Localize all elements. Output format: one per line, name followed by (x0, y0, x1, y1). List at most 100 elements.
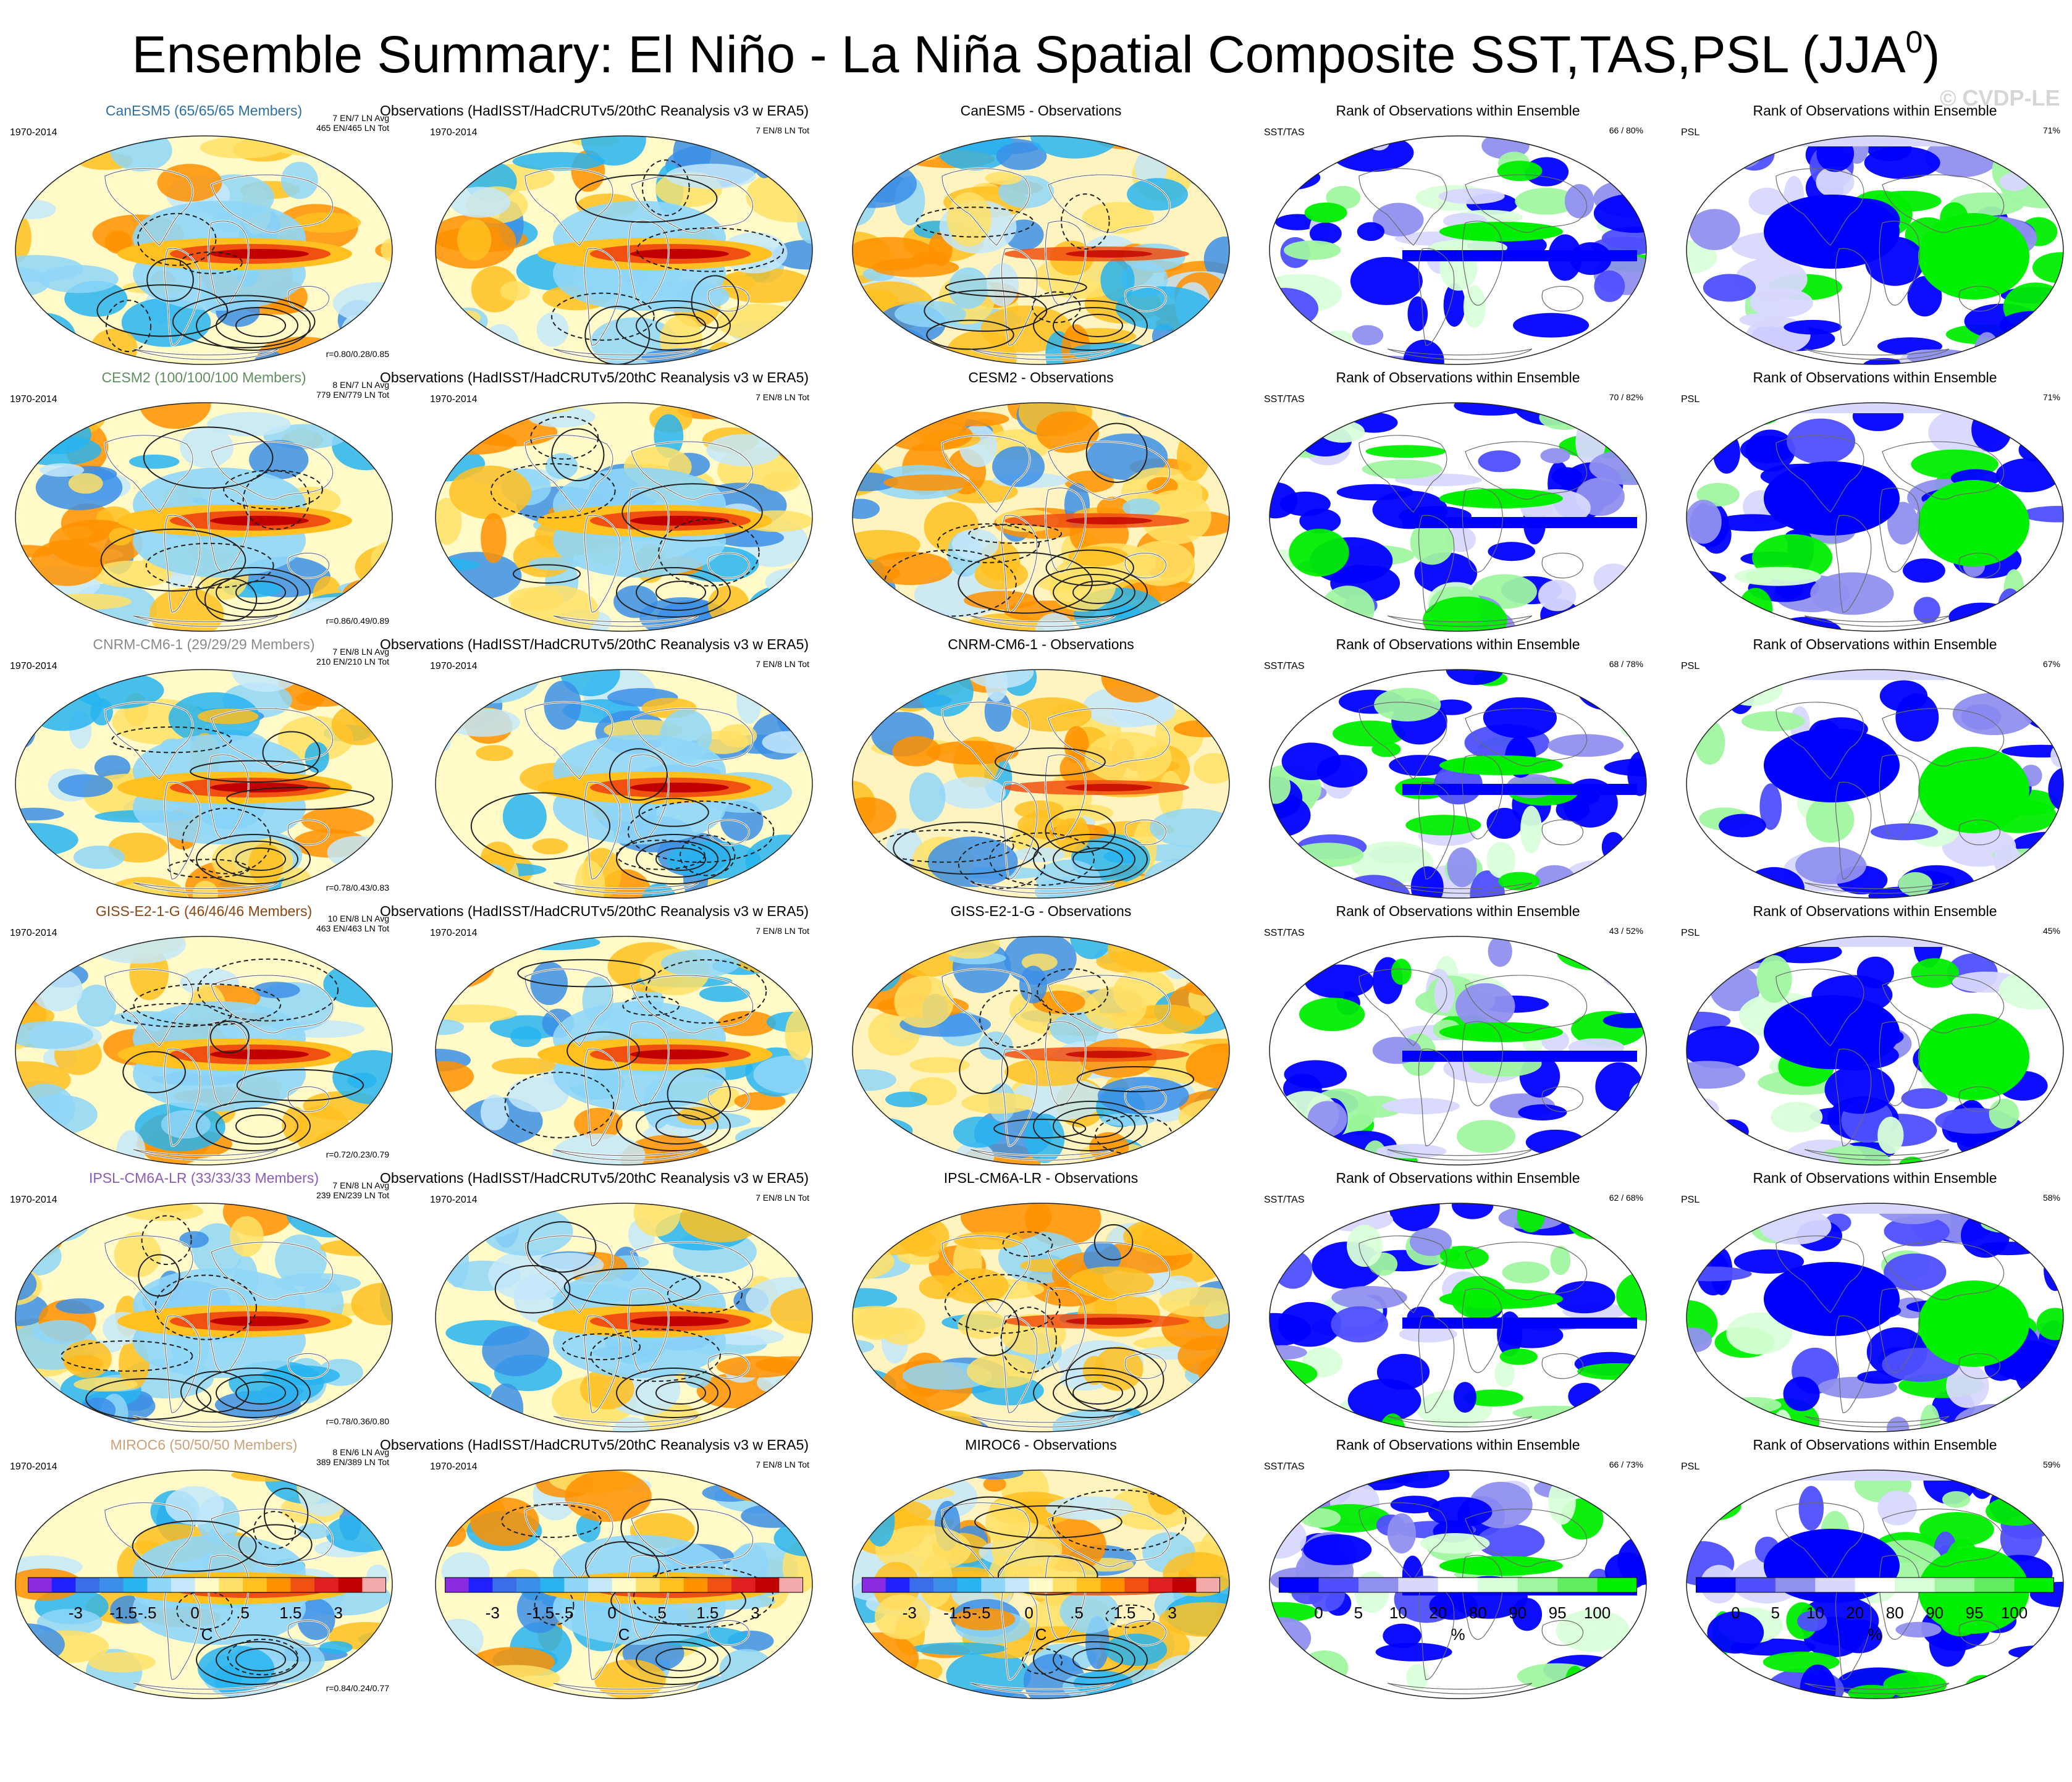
temp-swatch-11 (707, 1578, 732, 1592)
observations-map (435, 669, 813, 899)
member-tot: 463 EN/463 LN Tot (316, 923, 389, 933)
rank-tick: 90 (1509, 1603, 1527, 1622)
rank-tick: 20 (1846, 1603, 1864, 1622)
temp-swatch-8 (219, 1578, 243, 1592)
rank-tick: 20 (1429, 1603, 1447, 1622)
rank-swatch-6 (1517, 1578, 1558, 1592)
temp-swatch-11 (1124, 1578, 1149, 1592)
member-tot: 389 EN/389 LN Tot (316, 1457, 389, 1467)
rank-title: Rank of Observations within Ensemble (1753, 369, 1997, 385)
rank-sst-panel: Rank of Observations within Ensemble SST/… (1254, 902, 1662, 1168)
rank-psl-label: PSL (1681, 1461, 1700, 1472)
temp-swatch-2 (492, 1578, 517, 1592)
observations-panel: Observations (HadISST/HadCRUTv5/20thC Re… (380, 1436, 828, 1702)
rank-sst-value: 62 / 68% (1609, 1193, 1643, 1203)
rank-tick: 80 (1468, 1603, 1487, 1622)
temp-swatch-3 (516, 1578, 541, 1592)
temp-swatch-13 (755, 1578, 780, 1592)
difference-panel: CanESM5 - Observations (837, 102, 1245, 368)
member-avg: 8 EN/7 LN Avg (332, 380, 389, 390)
member-avg: 10 EN/8 LN Avg (327, 914, 389, 923)
temp-swatch-6 (171, 1578, 196, 1592)
rank-colorbar: 0 5 10 20 80 90 95 100% (1696, 1575, 2054, 1655)
member-tot: 239 EN/239 LN Tot (316, 1190, 389, 1200)
rank-psl-map (1686, 669, 2064, 899)
rank-title: Rank of Observations within Ensemble (1336, 1437, 1580, 1453)
member-avg: 7 EN/8 LN Avg (332, 647, 389, 657)
rank-swatch-7 (1974, 1578, 2015, 1592)
rank-tick: 5 (1771, 1603, 1780, 1622)
temp-swatch-0 (862, 1578, 886, 1592)
temp-swatch-4 (123, 1578, 148, 1592)
temp-colorbar-ticks: -3 -1.5 -.5 0 .5 1.5 3 (28, 1602, 386, 1624)
ensemble-panel-canesm5: CanESM5 (65/65/65 Members) 1970-2014 7 EN/… (0, 102, 408, 368)
period-label: 1970-2014 (10, 1461, 57, 1472)
rank-swatch-8 (1597, 1578, 1637, 1592)
temp-colorbar-swatches (862, 1577, 1220, 1593)
rank-psl-value: 59% (2042, 1460, 2060, 1469)
temp-swatch-13 (338, 1578, 363, 1592)
rank-swatch-0 (1696, 1578, 1736, 1592)
rank-sst-label: SST/TAS (1264, 1195, 1305, 1205)
period-label: 1970-2014 (10, 928, 57, 938)
rank-tick: 100 (2000, 1603, 2028, 1622)
difference-panel: CESM2 - Observations (837, 369, 1245, 634)
temp-swatch-1 (51, 1578, 76, 1592)
rank-psl-map (1686, 402, 2064, 632)
temp-swatch-14 (362, 1578, 386, 1592)
difference-map (852, 669, 1230, 899)
temp-swatch-12 (1148, 1578, 1173, 1592)
ensemble-title: CESM2 (100/100/100 Members) (101, 369, 306, 385)
rank-swatch-2 (1358, 1578, 1399, 1592)
temp-swatch-12 (314, 1578, 339, 1592)
temp-swatch-2 (909, 1578, 934, 1592)
rank-sst-map (1269, 936, 1647, 1166)
temp-colorbar-unit: C (618, 1625, 630, 1644)
temp-colorbar-swatches (28, 1577, 386, 1593)
rank-psl-value: 58% (2042, 1193, 2060, 1203)
rank-swatch-5 (1478, 1578, 1518, 1592)
rank-tick: 10 (1806, 1603, 1824, 1622)
obs-count: 7 EN/8 LN Tot (756, 1460, 809, 1469)
rank-sst-map (1269, 135, 1647, 365)
member-tot: 465 EN/465 LN Tot (316, 123, 389, 133)
rank-sst-map (1269, 669, 1647, 899)
temp-swatch-2 (75, 1578, 100, 1592)
temp-swatch-5 (564, 1578, 589, 1592)
period-label: 1970-2014 (10, 127, 57, 138)
rank-psl-label: PSL (1681, 928, 1700, 938)
temp-swatch-10 (683, 1578, 708, 1592)
period-label: 1970-2014 (430, 661, 478, 671)
temp-swatch-11 (290, 1578, 315, 1592)
rank-psl-value: 71% (2042, 125, 2060, 135)
temp-tick: 1.5 (696, 1603, 719, 1622)
obs-count: 7 EN/8 LN Tot (756, 125, 809, 135)
observations-map (435, 402, 813, 632)
temp-swatch-9 (660, 1578, 684, 1592)
temp-tick: .5 (1070, 1603, 1084, 1622)
difference-title: CESM2 - Observations (968, 369, 1114, 385)
rank-psl-panel: Rank of Observations within Ensemble PSL 7… (1671, 102, 2072, 368)
rank-sst-value: 70 / 82% (1609, 392, 1643, 402)
member-tot: 210 EN/210 LN Tot (316, 657, 389, 666)
temp-swatch-5 (981, 1578, 1006, 1592)
pattern-correlation: r=0.78/0.43/0.83 (326, 883, 389, 893)
observations-title: Observations (HadISST/HadCRUTv5/20thC Re… (380, 103, 809, 119)
temp-tick: 3 (334, 1603, 343, 1622)
temp-tick: -3 (485, 1603, 500, 1622)
difference-title: IPSL-CM6A-LR - Observations (943, 1170, 1139, 1186)
rank-sst-label: SST/TAS (1264, 661, 1305, 671)
period-label: 1970-2014 (430, 928, 478, 938)
difference-panel: CNRM-CM6-1 - Observations (837, 636, 1245, 901)
rank-title: Rank of Observations within Ensemble (1753, 103, 1997, 119)
ensemble-title: GISS-E2-1-G (46/46/46 Members) (95, 903, 313, 919)
rank-title: Rank of Observations within Ensemble (1753, 1170, 1997, 1186)
temp-tick: 3 (751, 1603, 760, 1622)
temp-colorbar-unit: C (1035, 1625, 1047, 1644)
obs-count: 7 EN/8 LN Tot (756, 659, 809, 669)
ensemble-title: CanESM5 (65/65/65 Members) (105, 103, 303, 119)
rank-title: Rank of Observations within Ensemble (1336, 103, 1580, 119)
pattern-correlation: r=0.86/0.49/0.89 (326, 616, 389, 626)
temp-tick: 1.5 (1113, 1603, 1136, 1622)
rank-psl-label: PSL (1681, 127, 1700, 138)
